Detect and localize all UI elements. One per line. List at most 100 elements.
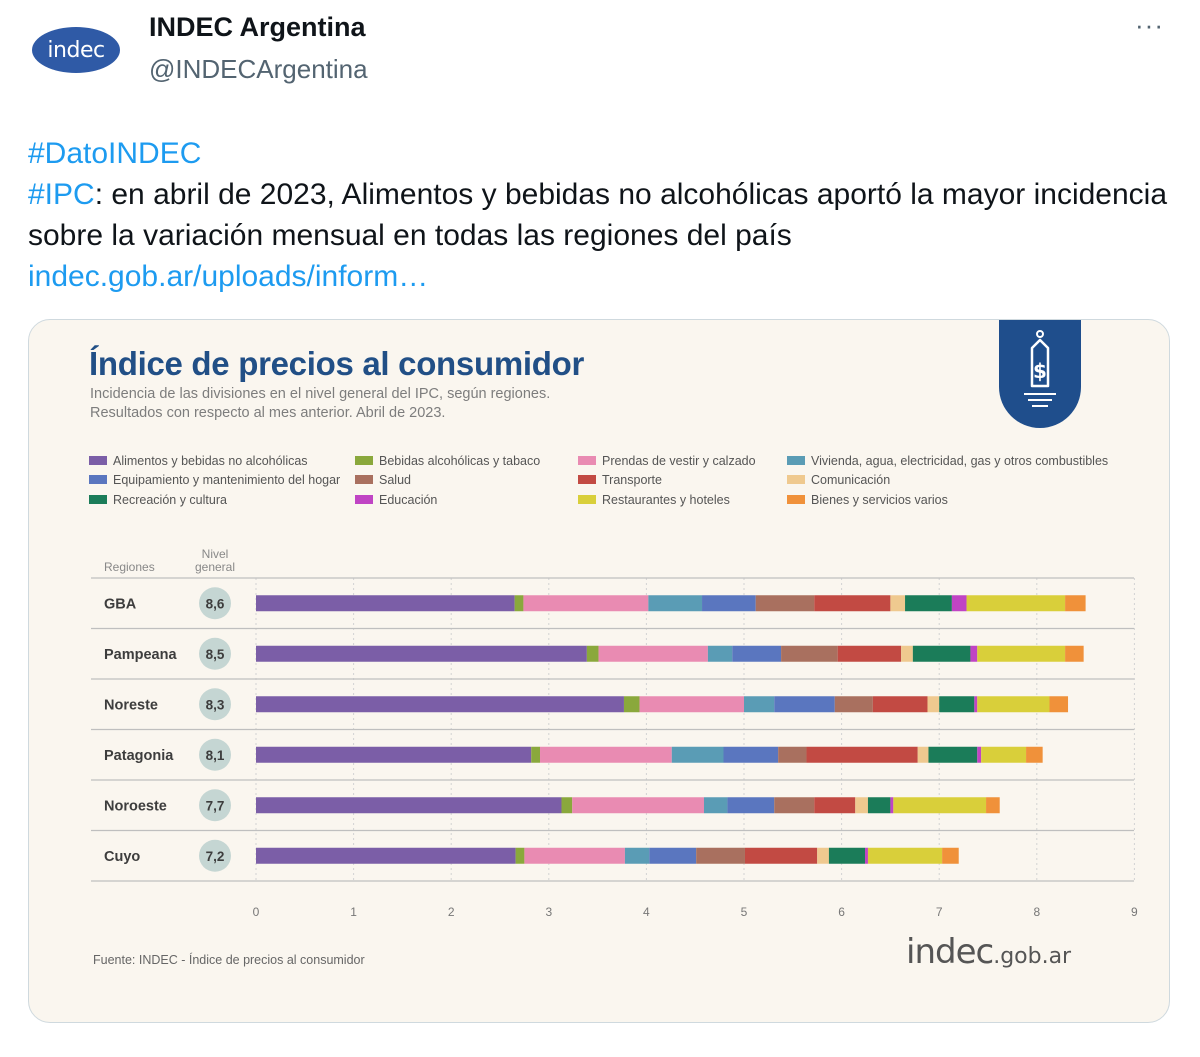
level-bubble	[199, 738, 231, 771]
legend-swatch	[89, 495, 107, 504]
bar-segment	[1065, 595, 1086, 612]
bar-segment	[514, 595, 524, 612]
subtitle-line-2: Resultados con respecto al mes anterior.…	[90, 405, 446, 421]
legend-label: Equipamiento y mantenimiento del hogar	[113, 473, 340, 487]
subtitle-line-1: Incidencia de las divisiones en el nivel…	[90, 386, 551, 402]
legend-label: Educación	[379, 493, 437, 507]
bar-segment	[774, 797, 815, 814]
legend-label: Salud	[379, 473, 411, 487]
tweet-link[interactable]: indec.gob.ar/uploads/inform…	[28, 260, 429, 293]
bar-segment	[928, 746, 978, 763]
legend-swatch	[355, 495, 373, 504]
bar-segment	[523, 595, 649, 612]
bar-segment	[755, 595, 815, 612]
level-value: 8,5	[206, 647, 225, 662]
bar-segment	[572, 797, 704, 814]
chart-title: Índice de precios al consumidor	[89, 345, 584, 382]
bar-segment	[744, 847, 818, 864]
bar-segment	[837, 645, 902, 662]
bar-segment	[696, 847, 745, 864]
brand-domain: .gob.ar	[993, 944, 1072, 969]
bar-segment	[1049, 696, 1069, 713]
author-handle[interactable]: @INDECArgentina	[149, 54, 368, 84]
chart-subtitle: Incidencia de las divisiones en el nivel…	[90, 385, 550, 423]
bar-segment	[781, 645, 838, 662]
legend-label: Vivienda, agua, electricidad, gas y otro…	[811, 454, 1108, 468]
bar-segment	[774, 696, 835, 713]
legend-label: Bebidas alcohólicas y tabaco	[379, 454, 540, 468]
svg-text:$: $	[1033, 359, 1047, 383]
bar-segment	[256, 696, 624, 713]
x-tick-label: 6	[838, 905, 845, 919]
bar-segment	[970, 645, 978, 662]
bar-segment	[671, 746, 724, 763]
level-value: 8,1	[206, 748, 225, 763]
x-tick-label: 3	[545, 905, 552, 919]
legend-label: Bienes y servicios varios	[811, 493, 948, 507]
bar-segment	[817, 847, 829, 864]
bar-segment	[912, 645, 971, 662]
level-value: 8,6	[206, 596, 225, 611]
bar-segment	[707, 645, 733, 662]
bar-segment	[855, 797, 868, 814]
bar-segment	[981, 746, 1027, 763]
bar-segment	[649, 847, 697, 864]
legend-label: Prendas de vestir y calzado	[602, 454, 756, 468]
tweet-text: #DatoINDEC #IPC: en abril de 2023, Alime…	[28, 133, 1168, 297]
region-label: Noroeste	[104, 798, 167, 814]
price-tag-icon: $	[1024, 330, 1056, 407]
bar-segment	[814, 797, 856, 814]
bar-segment	[256, 746, 532, 763]
bar-segment	[256, 847, 516, 864]
brand-main: indec	[906, 932, 994, 972]
bar-segment	[867, 797, 891, 814]
level-bubble	[199, 587, 231, 620]
bar-segment	[986, 797, 1000, 814]
region-label: Cuyo	[104, 849, 140, 865]
legend-swatch	[89, 475, 107, 484]
bar-segment	[727, 797, 775, 814]
author-name[interactable]: INDEC Argentina	[149, 12, 366, 42]
legend-label: Transporte	[602, 473, 662, 487]
legend-label: Restaurantes y hoteles	[602, 493, 730, 507]
bar-segment	[966, 595, 1066, 612]
level-bubble	[199, 839, 231, 872]
hashtag-datoindec[interactable]: #DatoINDEC	[28, 137, 202, 170]
bar-segment	[977, 696, 1050, 713]
legend-swatch	[787, 456, 805, 465]
bar-segment	[1026, 746, 1043, 763]
chart-image-card[interactable]: Alimentos y bebidas no alcohólicas Bebida…	[28, 319, 1170, 1023]
bar-segment	[256, 645, 587, 662]
bar-segment	[828, 847, 866, 864]
bar-segment	[977, 645, 1066, 662]
bar-segment	[814, 595, 891, 612]
more-options-icon[interactable]: ···	[1135, 10, 1164, 40]
level-value: 8,3	[206, 697, 225, 712]
bar-segment	[586, 645, 599, 662]
bar-segment	[623, 696, 640, 713]
level-bubble	[199, 637, 231, 670]
bar-segment	[639, 696, 744, 713]
bar-segment	[890, 595, 906, 612]
bar-segment	[256, 797, 562, 814]
bar-segment	[893, 797, 987, 814]
level-bubble	[199, 789, 231, 822]
bar-segment	[531, 746, 541, 763]
bar-segment	[744, 696, 775, 713]
chart-source: Fuente: INDEC - Índice de precios al con…	[93, 953, 365, 967]
bar-segment	[806, 746, 918, 763]
bar-segment	[561, 797, 573, 814]
bar-segment	[867, 847, 943, 864]
x-tick-label: 8	[1033, 905, 1040, 919]
bar-segment	[648, 595, 703, 612]
avatar[interactable]: indec	[32, 27, 120, 73]
bar-segment	[624, 847, 650, 864]
chart-svg: Alimentos y bebidas no alcohólicas Bebida…	[89, 454, 1138, 919]
bar-segment	[723, 746, 779, 763]
x-tick-label: 4	[643, 905, 650, 919]
level-header: general	[195, 560, 235, 574]
hashtag-ipc[interactable]: #IPC	[28, 178, 95, 211]
bar-segment	[778, 746, 807, 763]
price-tag-badge: $	[999, 320, 1081, 428]
x-tick-label: 0	[253, 905, 260, 919]
